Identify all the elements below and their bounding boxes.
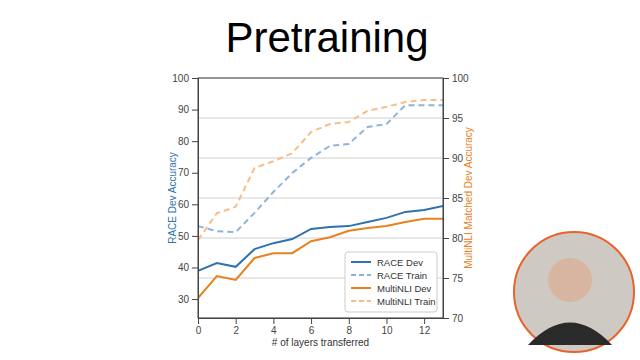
tick-label: 10 (381, 325, 393, 336)
tick-label: 75 (452, 273, 464, 284)
tick-mark (198, 318, 199, 324)
webcam-circle (514, 232, 634, 352)
y-axis-title: RACE Dev Accuracy (167, 152, 178, 244)
legend-swatch (351, 287, 371, 289)
tick-mark (192, 110, 198, 111)
tick-label: 70 (452, 313, 464, 324)
tick-label: 70 (178, 167, 190, 178)
line (198, 219, 443, 298)
tick: 95 (443, 113, 464, 124)
tick-label: 60 (178, 199, 190, 210)
tick-mark (273, 318, 274, 324)
tick-label: 90 (178, 104, 190, 115)
tick-mark (443, 158, 449, 159)
tick-label: 90 (452, 153, 464, 164)
y2-axis-title: MultiNLI Matched Dev Accuracy (463, 127, 474, 269)
tick: 100 (172, 73, 198, 84)
tick: 8 (346, 318, 352, 336)
tick-label: 2 (233, 325, 239, 336)
plot-frame (198, 78, 443, 318)
legend-swatch (351, 261, 371, 263)
legend-label: MultiNLI Train (377, 296, 436, 307)
x-axis-title: # of layers transferred (272, 337, 369, 348)
tick-label: 30 (178, 294, 190, 305)
tick-mark (424, 318, 425, 324)
tick-mark (311, 318, 312, 324)
webcam-body (528, 323, 612, 346)
tick: 80 (178, 136, 198, 147)
grid-line (198, 198, 443, 199)
tick: 60 (178, 199, 198, 210)
tick: 70 (178, 167, 198, 178)
tick-label: 80 (452, 233, 464, 244)
legend: RACE Dev RACE Train MultiNLI Dev MultiNLI T… (345, 252, 437, 312)
tick-mark (443, 118, 449, 119)
tick-mark (192, 267, 198, 268)
tick-label: 0 (196, 325, 202, 336)
tick-mark (192, 236, 198, 237)
tick: 90 (178, 104, 198, 115)
grid-line (198, 118, 443, 119)
legend-label: RACE Dev (377, 257, 423, 268)
chart: Pretraining 0 2 4 6 8 10 12 30 40 50 60 70 80 90 100 70 7… (0, 0, 640, 360)
tick: 50 (178, 231, 198, 242)
tick-label: 100 (452, 73, 469, 84)
tick-mark (443, 198, 449, 199)
tick: 85 (443, 193, 464, 204)
tick-label: 50 (178, 231, 190, 242)
tick: 80 (443, 233, 464, 244)
webcam-head (548, 258, 592, 302)
tick-label: 40 (178, 262, 190, 273)
tick-mark (192, 141, 198, 142)
tick-mark (443, 238, 449, 239)
tick-mark (349, 318, 350, 324)
tick-mark (192, 299, 198, 300)
tick-label: 85 (452, 193, 464, 204)
tick: 12 (419, 318, 431, 336)
line (198, 105, 443, 232)
axis: 0 2 4 6 8 10 12 (196, 318, 444, 336)
tick-label: 12 (419, 325, 431, 336)
tick-label: 80 (178, 136, 190, 147)
tick-mark (192, 204, 198, 205)
tick: 100 (443, 73, 469, 84)
tick-mark (236, 318, 237, 324)
tick: 2 (233, 318, 239, 336)
tick-label: 4 (271, 325, 277, 336)
tick-mark (443, 278, 449, 279)
tick: 10 (381, 318, 393, 336)
tick: 30 (178, 294, 198, 305)
legend-swatch (351, 300, 371, 302)
tick: 0 (196, 318, 202, 336)
axis-line (198, 79, 199, 319)
webcam-frame (514, 232, 634, 352)
tick-mark (386, 318, 387, 324)
legend-swatch (351, 274, 371, 276)
tick: 75 (443, 273, 464, 284)
tick: 90 (443, 153, 464, 164)
title: Pretraining (225, 14, 428, 61)
legend-label: MultiNLI Dev (377, 283, 432, 294)
tick-mark (443, 78, 449, 79)
tick: 4 (271, 318, 277, 336)
axis-line (199, 318, 444, 319)
tick-label: 100 (172, 73, 189, 84)
grid-line (198, 158, 443, 159)
tick-label: 6 (309, 325, 315, 336)
tick-label: 8 (346, 325, 352, 336)
tick-label: 95 (452, 113, 464, 124)
tick: 70 (443, 313, 464, 324)
legend-box (345, 252, 437, 312)
legend-label: RACE Train (377, 270, 427, 281)
tick-mark (443, 318, 449, 319)
tick: 6 (309, 318, 315, 336)
line (198, 100, 443, 240)
tick-mark (192, 78, 198, 79)
grid (198, 78, 443, 318)
tick-mark (192, 173, 198, 174)
tick: 40 (178, 262, 198, 273)
